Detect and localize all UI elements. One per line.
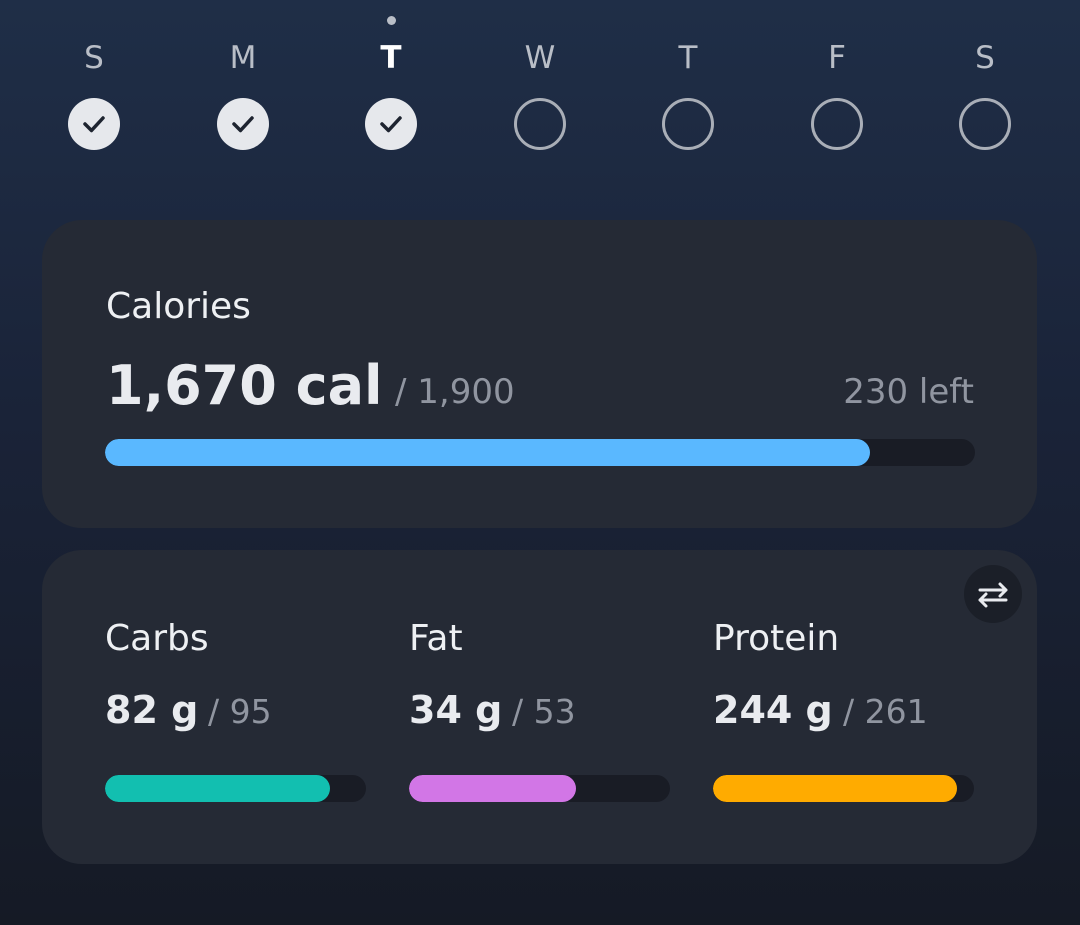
- check-icon: [380, 116, 402, 133]
- day-status[interactable]: [514, 98, 566, 150]
- calories-value: 1,670 cal: [106, 354, 383, 417]
- macro-title: Protein: [713, 618, 840, 659]
- calories-left: 230 left: [843, 372, 974, 412]
- day-status[interactable]: [365, 98, 417, 150]
- macro-value: 34 g: [409, 688, 503, 732]
- macro-bar: [409, 775, 577, 802]
- macro-track: [105, 775, 366, 802]
- calories-card: Calories 1,670 cal / 1,900 230 left: [42, 220, 1037, 528]
- macro-title: Carbs: [105, 618, 209, 659]
- check-icon: [83, 116, 105, 133]
- current-day-dot: [386, 16, 396, 25]
- day-label: T: [678, 40, 698, 76]
- calories-track: [105, 439, 975, 466]
- check-icon: [232, 116, 254, 133]
- day-status[interactable]: [662, 98, 714, 150]
- calories-goal: / 1,900: [395, 372, 515, 412]
- macro-bar: [713, 775, 957, 802]
- macro-value: 82 g: [105, 688, 199, 732]
- day-label: W: [524, 40, 556, 76]
- swap-button[interactable]: [964, 565, 1022, 623]
- day-label: S: [84, 40, 104, 76]
- macro-bar: [105, 775, 331, 802]
- macro-goal: / 95: [208, 692, 272, 731]
- macro-title: Fat: [409, 618, 463, 659]
- day-label: T: [380, 40, 402, 76]
- macro-track: [713, 775, 974, 802]
- day-label: S: [975, 40, 995, 76]
- macro-goal: / 261: [843, 692, 928, 731]
- swap-icon: [978, 582, 1008, 608]
- day-status[interactable]: [811, 98, 863, 150]
- macro-track: [409, 775, 670, 802]
- day-status[interactable]: [68, 98, 120, 150]
- calories-bar: [105, 439, 870, 466]
- macros-card: Carbs 82 g/ 95 Fat 34 g/ 53 Protein 244 g / 26…: [42, 550, 1037, 864]
- macro-goal: / 53: [512, 692, 576, 731]
- calories-title: Calories: [106, 286, 251, 327]
- macro-value: 244 g: [713, 688, 833, 732]
- day-status[interactable]: [217, 98, 269, 150]
- day-status[interactable]: [959, 98, 1011, 150]
- day-label: F: [828, 40, 846, 76]
- day-label: M: [229, 40, 257, 76]
